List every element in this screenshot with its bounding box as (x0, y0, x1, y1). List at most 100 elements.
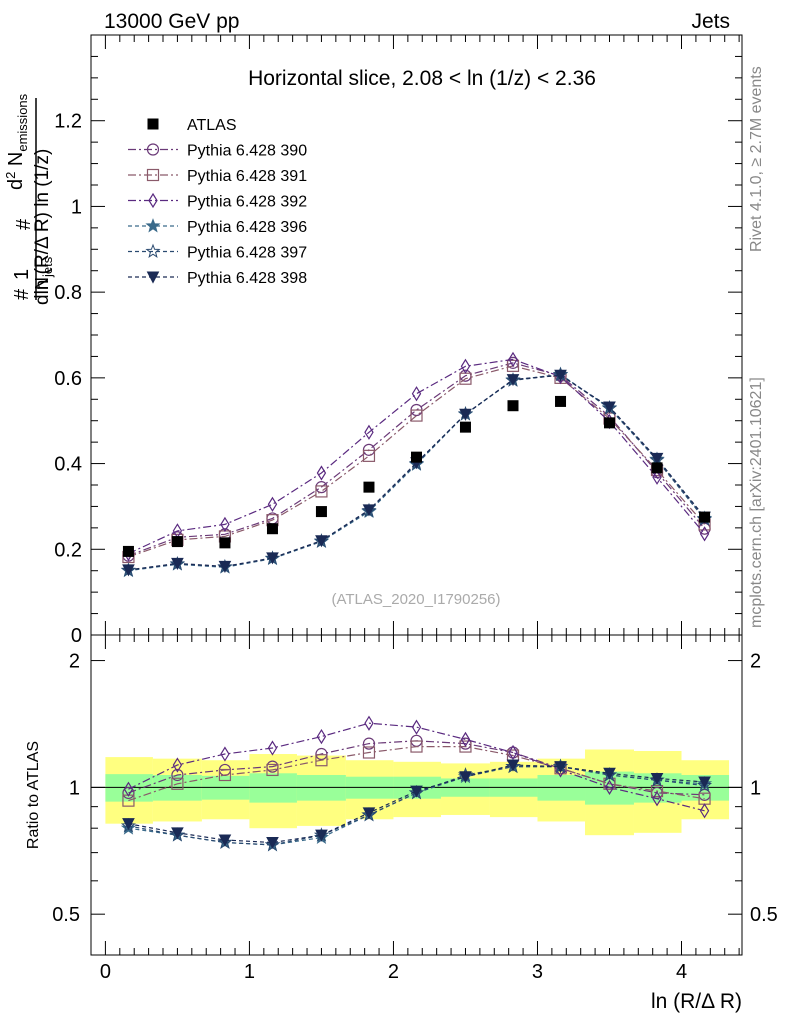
ratio-series-point (698, 776, 711, 789)
atlas-data-point (266, 523, 278, 535)
ylabel-denominator: dln (R/Δ R) ln (1/z) (32, 149, 53, 305)
ratio-series-point (315, 754, 328, 767)
series-point (122, 564, 135, 577)
series-point (220, 516, 230, 533)
legend-marker (146, 168, 160, 182)
ylabel-numerator: d2 Nemissions (3, 93, 30, 190)
ratio-series-line (128, 745, 705, 802)
series-point (410, 409, 423, 422)
atlas-data-point (363, 481, 375, 493)
ratio-series-point (459, 771, 472, 784)
series-point (460, 358, 471, 374)
legend-label: Pythia 6.428 398 (187, 270, 307, 287)
main-y-tick-label: 1 (71, 196, 82, 218)
ratio-series-point (315, 829, 328, 842)
main-y-tick-label: 0.8 (54, 282, 82, 304)
main-y-tick-label: 0.6 (54, 368, 82, 390)
ratio-series-6 (122, 759, 711, 850)
legend-marker (145, 243, 161, 258)
ratio-series-point (506, 759, 520, 772)
atlas-data-point (459, 421, 471, 433)
series-point (411, 386, 422, 402)
ratio-series-point (650, 784, 664, 798)
ratio-series-point (267, 740, 278, 756)
main-y-tick-label: 0.2 (54, 539, 82, 561)
ylabel-one: 1 (11, 269, 33, 280)
series-point (218, 560, 232, 574)
series-point (315, 535, 328, 548)
ratio-series-point (362, 807, 376, 820)
ratio-series-point (316, 728, 327, 745)
series-point (459, 408, 472, 421)
ratio-y-tick-label-right: 1 (750, 777, 761, 799)
main-y-tick-label: 0 (71, 625, 82, 647)
series-point (699, 526, 710, 542)
legend-label: Pythia 6.428 396 (187, 219, 307, 236)
ratio-series-point (364, 715, 374, 731)
x-axis-label: ln (R/Δ R) (651, 990, 742, 1013)
ratio-series-point (603, 767, 616, 780)
main-ylabel: # 1 Njets # d2 Nemissions dln (R/Δ R) ln… (3, 93, 55, 305)
ratio-y-tick-label-left: 2 (69, 651, 80, 673)
atlas-data (122, 395, 711, 557)
ratio-series-point (122, 818, 135, 831)
ratio-series-point (122, 786, 135, 800)
x-tick-label: 1 (244, 961, 255, 983)
ratio-series-point (604, 779, 615, 796)
x-tick-label: 4 (676, 961, 687, 983)
series-point (315, 485, 328, 498)
stat-uncertainty-band (249, 773, 297, 803)
header-right: Jets (691, 10, 730, 33)
rivet-label: Rivet 4.1.0, ≥ 2.7M events (748, 66, 765, 252)
series-line (128, 362, 706, 557)
ratio-series-point (362, 746, 376, 759)
main-panel: 0 0.2 0.4 0.6 0.8 1 1.2 Horizontal slice, 2.08… (54, 34, 743, 647)
ratio-y-tick-label-left: 1 (69, 777, 80, 799)
ratio-series-point (410, 785, 423, 798)
ratio-panel: 0.5 0.5 1 1 2 2 Ratio to ATLAS (25, 634, 778, 956)
ratio-series-point (460, 731, 471, 748)
series-point (506, 359, 520, 372)
ratio-ylabel: Ratio to ATLAS (25, 741, 42, 849)
legend-label: Pythia 6.428 391 (187, 168, 307, 185)
series-line (128, 373, 706, 572)
ratio-frame (90, 634, 743, 956)
series-point (603, 401, 616, 414)
ratio-series-point (266, 836, 279, 850)
ratio-series-point (266, 763, 279, 777)
series-point (506, 374, 520, 387)
ratio-series-point (650, 772, 664, 786)
atlas-data-point (315, 506, 327, 518)
series-point (362, 449, 376, 462)
series-point (652, 469, 662, 485)
ratio-series-point (362, 737, 376, 750)
ratio-series-group (120, 715, 713, 852)
ylabel-prefix: # (11, 288, 33, 300)
ratio-series-point (171, 777, 184, 790)
legend-label-atlas: ATLAS (187, 117, 237, 134)
atlas-data-point (603, 417, 615, 429)
atlas-data-point (699, 511, 711, 523)
ratio-y-tick-label-left: 0.5 (52, 904, 80, 926)
main-series-group (120, 351, 713, 578)
ratio-series-point (218, 768, 232, 782)
x-tick-label: 0 (100, 961, 111, 983)
series-point (267, 496, 278, 512)
series-point (171, 557, 184, 571)
ratio-y-tick-label-right: 2 (750, 651, 761, 673)
series-point (362, 504, 376, 517)
legend-marker (146, 271, 160, 284)
atlas-data-point (651, 462, 663, 474)
series-point (266, 552, 279, 565)
series-point (650, 452, 664, 466)
series-point (508, 351, 518, 368)
ratio-series-point (459, 740, 472, 753)
legend-marker (148, 192, 158, 209)
main-y-tick-label: 0.4 (54, 454, 82, 476)
ratio-series-point (699, 803, 710, 819)
legend-marker-atlas (147, 118, 159, 130)
legend: ATLAS Pythia 6.428 390 Pythia 6.428 391 Pyt… (128, 117, 307, 287)
ratio-series-point (554, 761, 567, 774)
legend-label: Pythia 6.428 392 (187, 194, 307, 211)
atlas-data-point (219, 537, 231, 549)
